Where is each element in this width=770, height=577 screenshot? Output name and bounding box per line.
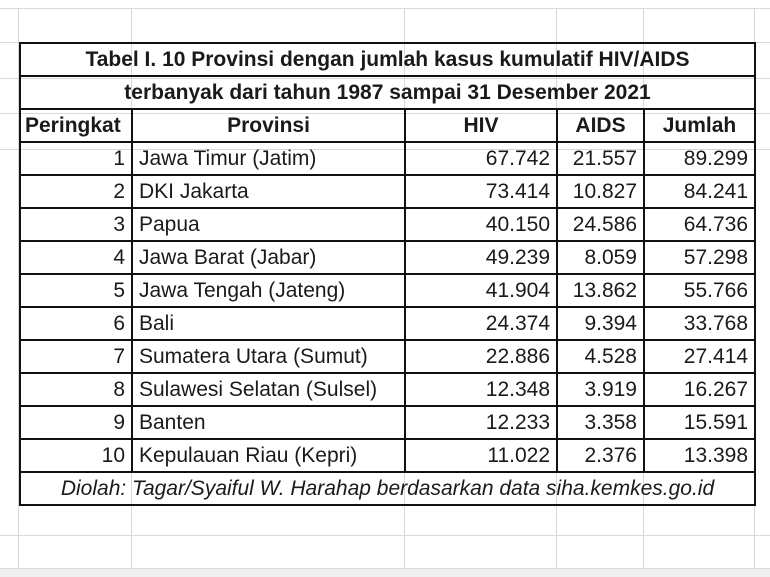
cell-aids[interactable]: 3.919 [556,372,645,407]
cell-total[interactable]: 33.768 [643,306,756,341]
table-row: 5 Jawa Tengah (Jateng) 41.904 13.862 55.… [19,273,756,308]
cell-hiv[interactable]: 22.886 [404,339,558,374]
cell-province[interactable]: DKI Jakarta [131,174,406,209]
cell-hiv[interactable]: 12.233 [404,405,558,440]
cell-rank[interactable]: 3 [19,207,133,242]
table-row: 6 Bali 24.374 9.394 33.768 [19,306,756,341]
cell-total[interactable]: 64.736 [643,207,756,242]
cell-hiv[interactable]: 73.414 [404,174,558,209]
cell-hiv[interactable]: 67.742 [404,141,558,176]
hiv-aids-table: Tabel I. 10 Provinsi dengan jumlah kasus… [19,42,756,506]
table-row: 2 DKI Jakarta 73.414 10.827 84.241 [19,174,756,209]
header-total[interactable]: Jumlah [643,108,756,143]
cell-total[interactable]: 16.267 [643,372,756,407]
cell-province[interactable]: Jawa Tengah (Jateng) [131,273,406,308]
table-row: 7 Sumatera Utara (Sumut) 22.886 4.528 27… [19,339,756,374]
cell-aids[interactable]: 9.394 [556,306,645,341]
cell-rank[interactable]: 5 [19,273,133,308]
source-footnote[interactable]: Diolah: Tagar/Syaiful W. Harahap berdasa… [19,471,756,506]
cell-aids[interactable]: 3.358 [556,405,645,440]
cell-rank[interactable]: 10 [19,438,133,473]
cell-total[interactable]: 27.414 [643,339,756,374]
cell-hiv[interactable]: 12.348 [404,372,558,407]
gridline [0,568,770,569]
cell-hiv[interactable]: 40.150 [404,207,558,242]
cell-rank[interactable]: 9 [19,405,133,440]
table-title-line-1[interactable]: Tabel I. 10 Provinsi dengan jumlah kasus… [19,42,756,77]
gridline [0,8,770,9]
cell-province[interactable]: Papua [131,207,406,242]
cell-aids[interactable]: 2.376 [556,438,645,473]
cell-rank[interactable]: 2 [19,174,133,209]
table-row: 9 Banten 12.233 3.358 15.591 [19,405,756,440]
footnote-row: Diolah: Tagar/Syaiful W. Harahap berdasa… [19,471,756,506]
cell-aids[interactable]: 10.827 [556,174,645,209]
header-province[interactable]: Provinsi [131,108,406,143]
cell-total[interactable]: 13.398 [643,438,756,473]
cell-province[interactable]: Jawa Timur (Jatim) [131,141,406,176]
bottom-band [0,569,770,577]
table-title-line-2[interactable]: terbanyak dari tahun 1987 sampai 31 Dese… [19,75,756,110]
cell-rank[interactable]: 8 [19,372,133,407]
cell-hiv[interactable]: 41.904 [404,273,558,308]
header-rank[interactable]: Peringkat [19,108,133,143]
table-row: 4 Jawa Barat (Jabar) 49.239 8.059 57.298 [19,240,756,275]
cell-aids[interactable]: 21.557 [556,141,645,176]
title-row-2: terbanyak dari tahun 1987 sampai 31 Dese… [19,75,756,110]
cell-rank[interactable]: 6 [19,306,133,341]
cell-total[interactable]: 89.299 [643,141,756,176]
title-row-1: Tabel I. 10 Provinsi dengan jumlah kasus… [19,42,756,77]
table-row: 8 Sulawesi Selatan (Sulsel) 12.348 3.919… [19,372,756,407]
cell-total[interactable]: 15.591 [643,405,756,440]
table-row: 1 Jawa Timur (Jatim) 67.742 21.557 89.29… [19,141,756,176]
gridline [0,535,770,536]
cell-province[interactable]: Kepulauan Riau (Kepri) [131,438,406,473]
cell-total[interactable]: 55.766 [643,273,756,308]
cell-total[interactable]: 57.298 [643,240,756,275]
header-hiv[interactable]: HIV [404,108,558,143]
cell-rank[interactable]: 7 [19,339,133,374]
cell-province[interactable]: Sulawesi Selatan (Sulsel) [131,372,406,407]
cell-hiv[interactable]: 24.374 [404,306,558,341]
cell-aids[interactable]: 13.862 [556,273,645,308]
gridline [18,8,19,569]
header-aids[interactable]: AIDS [556,108,645,143]
header-row: Peringkat Provinsi HIV AIDS Jumlah [19,108,756,143]
cell-province[interactable]: Bali [131,306,406,341]
table-row: 10 Kepulauan Riau (Kepri) 11.022 2.376 1… [19,438,756,473]
cell-aids[interactable]: 4.528 [556,339,645,374]
table-row: 3 Papua 40.150 24.586 64.736 [19,207,756,242]
cell-aids[interactable]: 8.059 [556,240,645,275]
cell-total[interactable]: 84.241 [643,174,756,209]
cell-rank[interactable]: 1 [19,141,133,176]
cell-province[interactable]: Banten [131,405,406,440]
cell-hiv[interactable]: 49.239 [404,240,558,275]
cell-province[interactable]: Jawa Barat (Jabar) [131,240,406,275]
cell-rank[interactable]: 4 [19,240,133,275]
cell-hiv[interactable]: 11.022 [404,438,558,473]
cell-province[interactable]: Sumatera Utara (Sumut) [131,339,406,374]
cell-aids[interactable]: 24.586 [556,207,645,242]
